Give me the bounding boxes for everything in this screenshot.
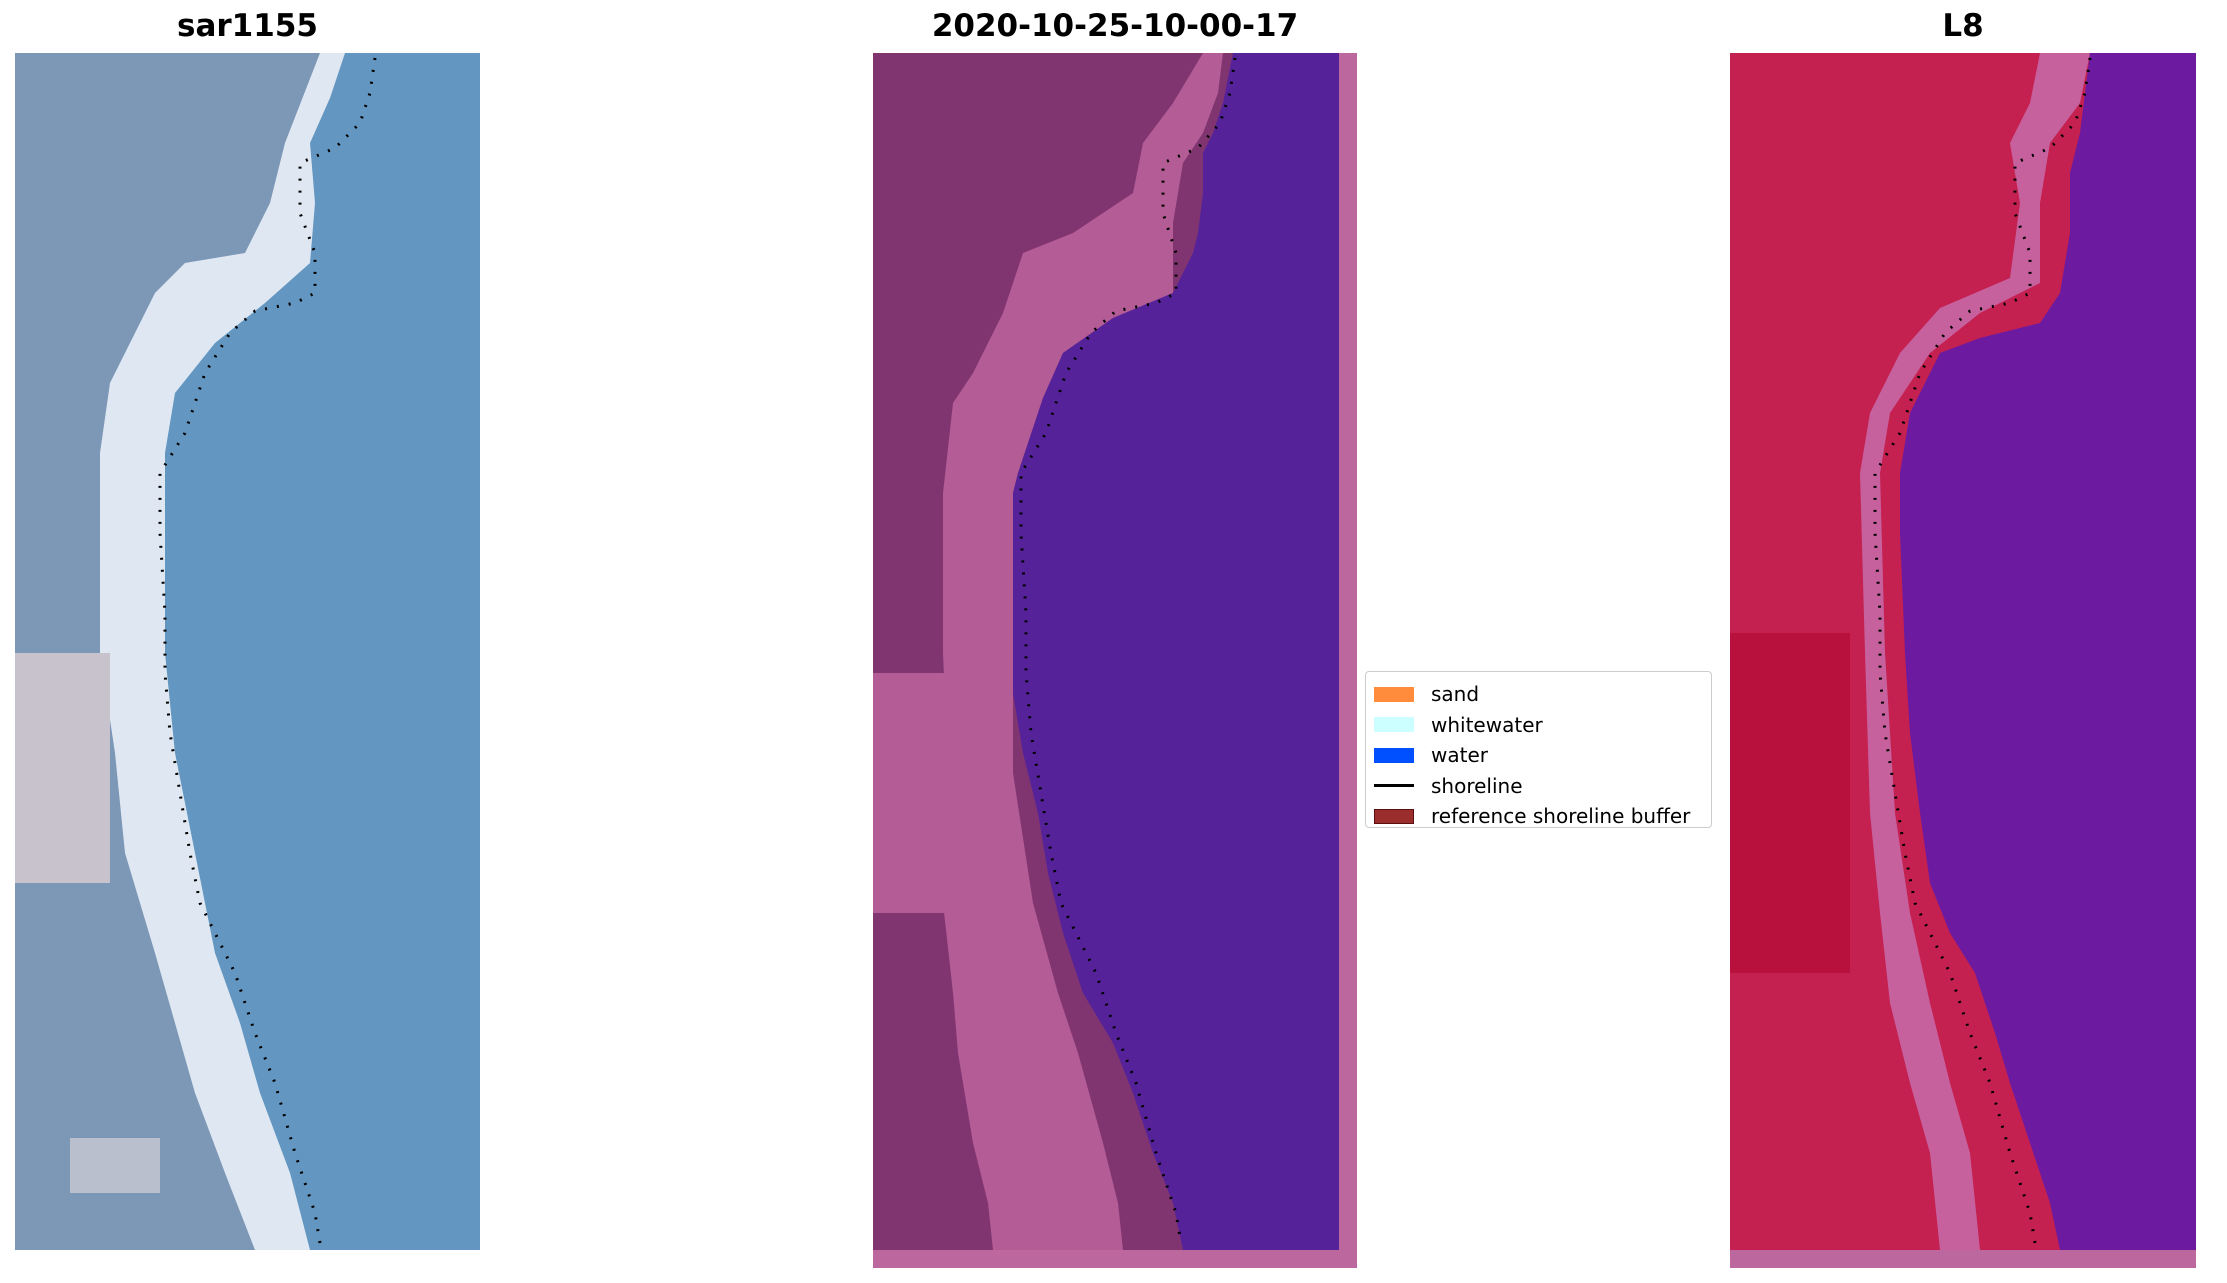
ndwi-panel [1730, 53, 2196, 1268]
legend-item-water: water [1374, 740, 1711, 771]
class-water [1013, 53, 1339, 1250]
rgb-image-panel [15, 53, 480, 1250]
legend-swatch-buffer [1374, 808, 1414, 824]
legend-label-water: water [1431, 743, 1488, 768]
legend-swatch-sand [1374, 686, 1414, 702]
legend-item-buffer: reference shoreline buffer [1374, 801, 1711, 832]
legend-item-shoreline: shoreline [1374, 771, 1711, 802]
legend-label-whitewater: whitewater [1431, 712, 1543, 737]
classification-panel [873, 53, 1357, 1268]
legend-swatch-shoreline [1374, 784, 1414, 788]
panel-title-rgb: sar1155 [177, 8, 318, 44]
legend-label-shoreline: shoreline [1431, 773, 1523, 798]
legend-label-sand: sand [1431, 682, 1480, 707]
class-sand-patch [873, 673, 953, 913]
panel-title-ndwi: L8 [1942, 8, 1984, 44]
legend-label-buffer: reference shoreline buffer [1431, 804, 1691, 829]
rgb-beach [100, 53, 345, 1250]
rgb-building [15, 653, 110, 883]
rgb-land [15, 53, 320, 1250]
rgb-building-2 [70, 1138, 160, 1193]
panel-title-classification: 2020-10-25-10-00-17 [931, 8, 1299, 44]
ndwi-land-dark [1730, 633, 1850, 973]
ndwi-water [1900, 53, 2196, 1250]
legend-item-sand: sand [1374, 679, 1711, 710]
ndwi-image [1730, 53, 2196, 1268]
classification-image [873, 53, 1357, 1268]
ndwi-shore [1860, 53, 2090, 1250]
class-sand [943, 53, 1223, 1250]
rgb-image [15, 53, 480, 1250]
legend: sand whitewater water shoreline referenc… [1365, 671, 1712, 828]
legend-item-whitewater: whitewater [1374, 710, 1711, 741]
legend-swatch-water [1374, 747, 1414, 763]
legend-swatch-whitewater [1374, 717, 1414, 733]
